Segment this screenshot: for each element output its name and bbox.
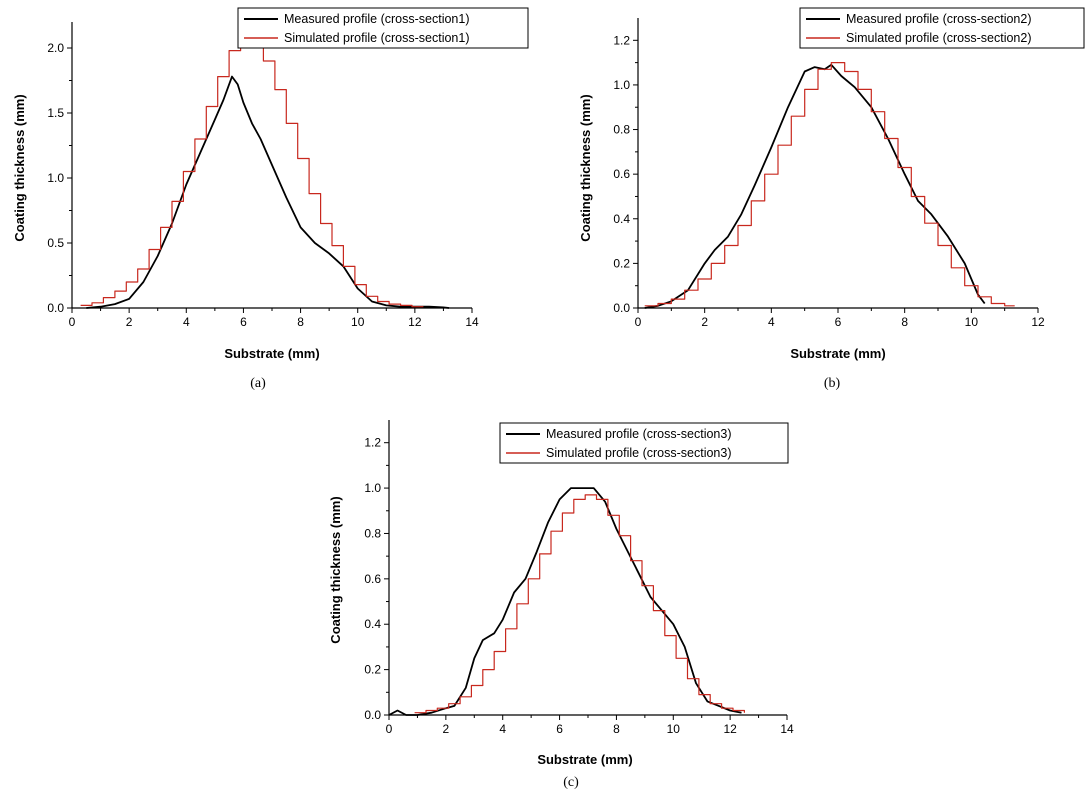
x-tick-label: 4 <box>499 722 506 736</box>
x-tick-label: 6 <box>240 315 247 329</box>
x-tick-label: 2 <box>701 315 708 329</box>
x-tick-label: 2 <box>126 315 133 329</box>
legend-box <box>499 422 789 464</box>
x-tick-label: 10 <box>351 315 365 329</box>
x-tick-label: 8 <box>613 722 620 736</box>
x-tick-label: 12 <box>1031 315 1045 329</box>
x-axis-title: Substrate (mm) <box>224 346 319 361</box>
y-tick-label: 0.0 <box>364 708 381 722</box>
x-tick-label: 8 <box>901 315 908 329</box>
chart-panel-b: Coating thickness (mm) Substrate (mm) (b… <box>578 7 1085 391</box>
legend-label: Simulated profile (cross-section2) <box>846 31 1032 45</box>
x-axis-title: Substrate (mm) <box>790 346 885 361</box>
x-tick-label: 0 <box>69 315 76 329</box>
measured-profile-line <box>86 75 450 309</box>
x-tick-label: 6 <box>556 722 563 736</box>
x-tick-label: 0 <box>635 315 642 329</box>
legend-box <box>799 7 1085 49</box>
x-tick-label: 10 <box>965 315 979 329</box>
y-tick-label: 0.6 <box>364 572 381 586</box>
y-tick-label: 0.4 <box>364 617 381 631</box>
x-tick-label: 6 <box>835 315 842 329</box>
chart-panel-a: Coating thickness (mm) Substrate (mm) (a… <box>12 7 529 391</box>
y-tick-label: 0.8 <box>613 123 630 137</box>
y-axis-title: Coating thickness (mm) <box>12 94 27 241</box>
y-tick-label: 1.5 <box>47 106 64 120</box>
y-tick-label: 0.6 <box>613 167 630 181</box>
x-tick-label: 4 <box>183 315 190 329</box>
y-tick-label: 2.0 <box>47 41 64 55</box>
measured-profile-line <box>388 487 742 716</box>
y-tick-label: 0.0 <box>613 301 630 315</box>
legend-label: Measured profile (cross-section1) <box>284 12 470 26</box>
legend-box <box>237 7 529 49</box>
x-tick-label: 4 <box>768 315 775 329</box>
legend-label: Simulated profile (cross-section1) <box>284 31 470 45</box>
chart-panel-c: Coating thickness (mm) Substrate (mm) (c… <box>328 420 794 790</box>
y-tick-label: 0.4 <box>613 212 630 226</box>
y-tick-label: 0.2 <box>613 256 630 270</box>
x-axis-title: Substrate (mm) <box>537 752 632 767</box>
y-axis-title: Coating thickness (mm) <box>328 496 343 643</box>
legend-label: Measured profile (cross-section3) <box>546 427 732 441</box>
x-tick-label: 10 <box>667 722 681 736</box>
simulated-profile-line <box>80 39 424 308</box>
x-tick-label: 12 <box>408 315 422 329</box>
legend-label: Measured profile (cross-section2) <box>846 12 1032 26</box>
y-tick-label: 0.0 <box>47 301 64 315</box>
y-tick-label: 0.2 <box>364 663 381 677</box>
simulated-profile-line <box>644 62 1015 307</box>
x-tick-label: 0 <box>386 722 393 736</box>
legend-label: Simulated profile (cross-section3) <box>546 446 732 460</box>
y-tick-label: 1.2 <box>613 33 630 47</box>
x-tick-label: 14 <box>780 722 794 736</box>
y-axis-title: Coating thickness (mm) <box>578 94 593 241</box>
panel-caption: (c) <box>563 775 579 790</box>
y-tick-label: 1.2 <box>364 436 381 450</box>
x-tick-label: 2 <box>443 722 450 736</box>
x-tick-label: 14 <box>465 315 479 329</box>
y-tick-label: 0.8 <box>364 526 381 540</box>
simulated-profile-line <box>414 494 745 714</box>
panel-caption: (a) <box>250 376 266 391</box>
y-tick-label: 1.0 <box>364 481 381 495</box>
x-tick-label: 8 <box>297 315 304 329</box>
y-tick-label: 1.0 <box>613 78 630 92</box>
x-tick-label: 12 <box>723 722 737 736</box>
measured-profile-line <box>644 63 986 309</box>
y-tick-label: 1.0 <box>47 171 64 185</box>
panel-caption: (b) <box>824 376 841 391</box>
y-tick-label: 0.5 <box>47 236 64 250</box>
